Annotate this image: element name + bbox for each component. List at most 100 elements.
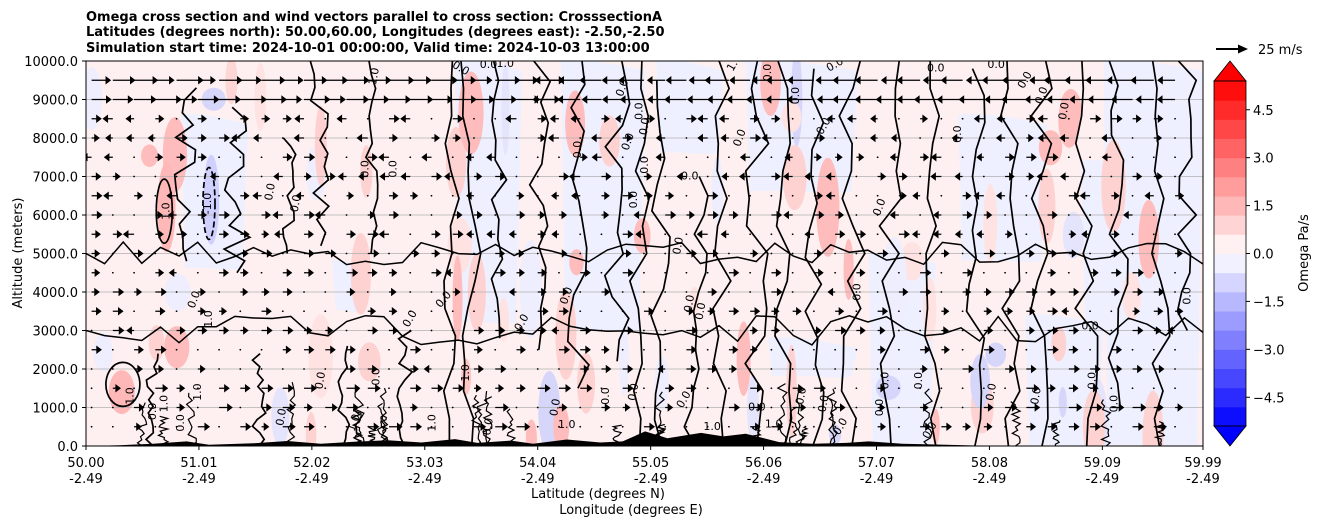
- wind-vector: [825, 172, 836, 181]
- wind-vector: [720, 230, 729, 239]
- wind-vector: [1131, 348, 1134, 351]
- wind-vector: [961, 310, 964, 313]
- negative-omega-blob: [985, 342, 1006, 367]
- wind-vector: [219, 384, 230, 393]
- contour-label: 0.0: [1180, 287, 1193, 305]
- wind-vector: [389, 210, 400, 220]
- wind-vector: [240, 230, 250, 239]
- wind-vector: [622, 364, 634, 374]
- wind-vector: [1068, 249, 1078, 258]
- wind-vector: [622, 191, 634, 200]
- wind-vector: [410, 249, 420, 258]
- wind-vector: [962, 268, 974, 277]
- wind-vector: [771, 287, 783, 297]
- wind-vector: [494, 291, 497, 293]
- wind-vector: [239, 368, 242, 370]
- wind-vector: [473, 95, 495, 104]
- wind-vector: [749, 271, 752, 274]
- wind-vector: [1047, 422, 1057, 431]
- wind-vector: [558, 271, 560, 274]
- wind-vector: [473, 310, 475, 313]
- wind-vector: [771, 268, 782, 277]
- wind-vector: [665, 210, 677, 220]
- wind-vector: [111, 214, 114, 216]
- wind-vector: [1111, 268, 1122, 277]
- negative-omega-blob: [501, 62, 510, 156]
- wind-vector: [410, 422, 423, 431]
- wind-vector: [1110, 214, 1113, 216]
- wind-vector: [175, 348, 178, 351]
- wind-vector: [1152, 387, 1155, 390]
- wind-vector: [197, 307, 206, 316]
- wind-vector: [336, 114, 347, 123]
- contour-label: 0.0: [793, 386, 809, 405]
- wind-vector: [451, 406, 454, 409]
- wind-vector: [1152, 348, 1155, 351]
- wind-vector: [155, 230, 164, 239]
- wind-vector: [920, 153, 930, 162]
- wind-vector: [261, 210, 271, 220]
- wind-vector: [601, 345, 610, 354]
- wind-vector: [451, 329, 454, 332]
- wind-vector: [622, 326, 634, 335]
- wind-vector: [252, 191, 262, 200]
- x-tick-label-longitude: -2.49: [747, 472, 781, 487]
- wind-vector: [495, 326, 506, 335]
- wind-vector: [515, 406, 518, 409]
- wind-vector: [898, 191, 907, 200]
- wind-vector: [495, 422, 508, 431]
- wind-vector: [643, 156, 645, 159]
- positive-omega-blob: [690, 286, 700, 314]
- contour-label: 0.0: [912, 372, 925, 390]
- wind-vector: [897, 271, 900, 274]
- wind-vector: [133, 387, 135, 390]
- wind-vector: [643, 387, 645, 390]
- contour-zero-line: [1151, 61, 1171, 446]
- wind-vector: [103, 153, 113, 162]
- wind-vector: [240, 268, 249, 277]
- wind-vector: [452, 114, 464, 123]
- wind-vector: [197, 422, 211, 431]
- contour-label: 0.0: [625, 382, 641, 401]
- y-tick-label: 8000.0: [33, 132, 79, 147]
- wind-vector: [1081, 230, 1091, 239]
- contour-label: 0.0: [146, 403, 159, 421]
- wind-vector: [1106, 76, 1133, 85]
- wind-vector: [855, 214, 858, 216]
- wind-vector: [1152, 233, 1155, 236]
- wind-vector: [771, 172, 781, 181]
- wind-vector: [876, 291, 879, 293]
- wind-vector: [346, 230, 357, 239]
- wind-vector: [551, 326, 559, 335]
- wind-vector: [728, 156, 730, 159]
- wind-vector: [367, 76, 392, 85]
- wind-vector: [515, 368, 518, 370]
- wind-vector: [580, 153, 588, 162]
- wind-vector: [1069, 95, 1091, 104]
- negative-omega-blob: [881, 236, 908, 337]
- wind-vector: [813, 133, 826, 143]
- wind-vector: [536, 406, 539, 409]
- wind-vector: [219, 76, 243, 85]
- negative-omega-blob: [1130, 171, 1150, 193]
- wind-vector: [366, 117, 369, 120]
- wind-vector: [1047, 153, 1059, 162]
- wind-vector: [655, 133, 666, 143]
- contour-near-surface: [1051, 420, 1061, 446]
- wind-vector: [961, 348, 964, 351]
- wind-vector: [1047, 210, 1058, 220]
- wind-vector: [770, 233, 773, 236]
- wind-vector: [1089, 175, 1091, 178]
- wind-vector: [304, 326, 313, 335]
- wind-vector: [134, 76, 159, 85]
- wind-vector: [996, 191, 1006, 200]
- contour-label: 0.0: [273, 407, 289, 426]
- wind-vector: [122, 230, 135, 239]
- wind-vector: [346, 345, 356, 354]
- wind-vector: [1131, 156, 1134, 159]
- omega-extremum-blob: [108, 370, 135, 415]
- contour-label: 0.0: [1032, 85, 1050, 106]
- wind-vector: [409, 137, 412, 139]
- wind-vector: [218, 368, 220, 370]
- wind-vector: [304, 422, 315, 431]
